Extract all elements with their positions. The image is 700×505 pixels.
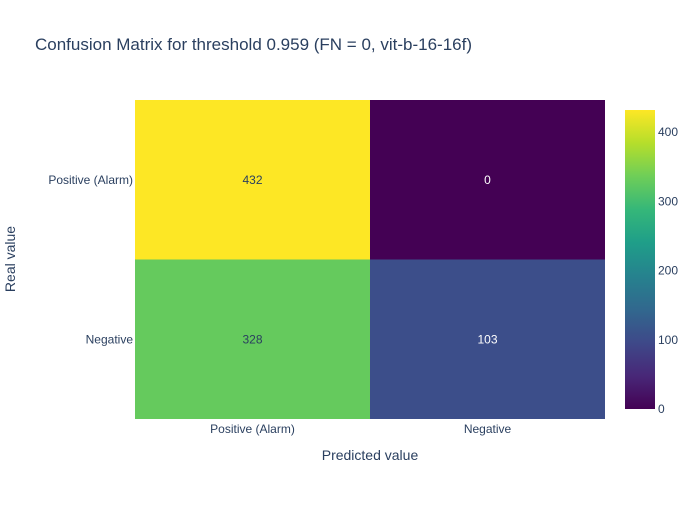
colorbar-tick-label: 0: [658, 402, 665, 416]
colorbar-tick-label: 300: [658, 194, 678, 208]
heatmap-cell: [135, 100, 370, 260]
x-axis-tick-labels: Positive (Alarm) Negative: [210, 422, 511, 436]
heatmap-cell: [135, 259, 370, 419]
heatmap-cell: [370, 100, 605, 260]
y-axis-title: Real value: [2, 226, 18, 292]
colorbar-tick-label: 100: [658, 333, 678, 347]
colorbar-tick-label: 200: [658, 264, 678, 278]
chart-title: Confusion Matrix for threshold 0.959 (FN…: [35, 35, 472, 54]
x-axis-title: Predicted value: [322, 447, 419, 463]
x-tick-label: Positive (Alarm): [210, 422, 295, 436]
x-tick-label: Negative: [464, 422, 512, 436]
colorbar-tick-labels: 0 100 200 300 400: [658, 125, 678, 416]
heatmap-cell: [370, 259, 605, 419]
colorbar-tick-label: 400: [658, 125, 678, 139]
y-tick-label: Positive (Alarm): [48, 173, 133, 187]
heatmap-cell-label: 432: [242, 173, 262, 187]
heatmap-cell-label: 0: [484, 173, 491, 187]
heatmap-cell-labels: 432 0 328 103: [242, 173, 497, 347]
heatmap-grid: [135, 100, 605, 419]
y-tick-label: Negative: [86, 332, 134, 346]
heatmap-cell-label: 328: [242, 332, 262, 346]
colorbar: [625, 110, 655, 409]
heatmap-cell-label: 103: [477, 332, 497, 346]
y-axis-tick-labels: Positive (Alarm) Negative: [48, 173, 133, 347]
